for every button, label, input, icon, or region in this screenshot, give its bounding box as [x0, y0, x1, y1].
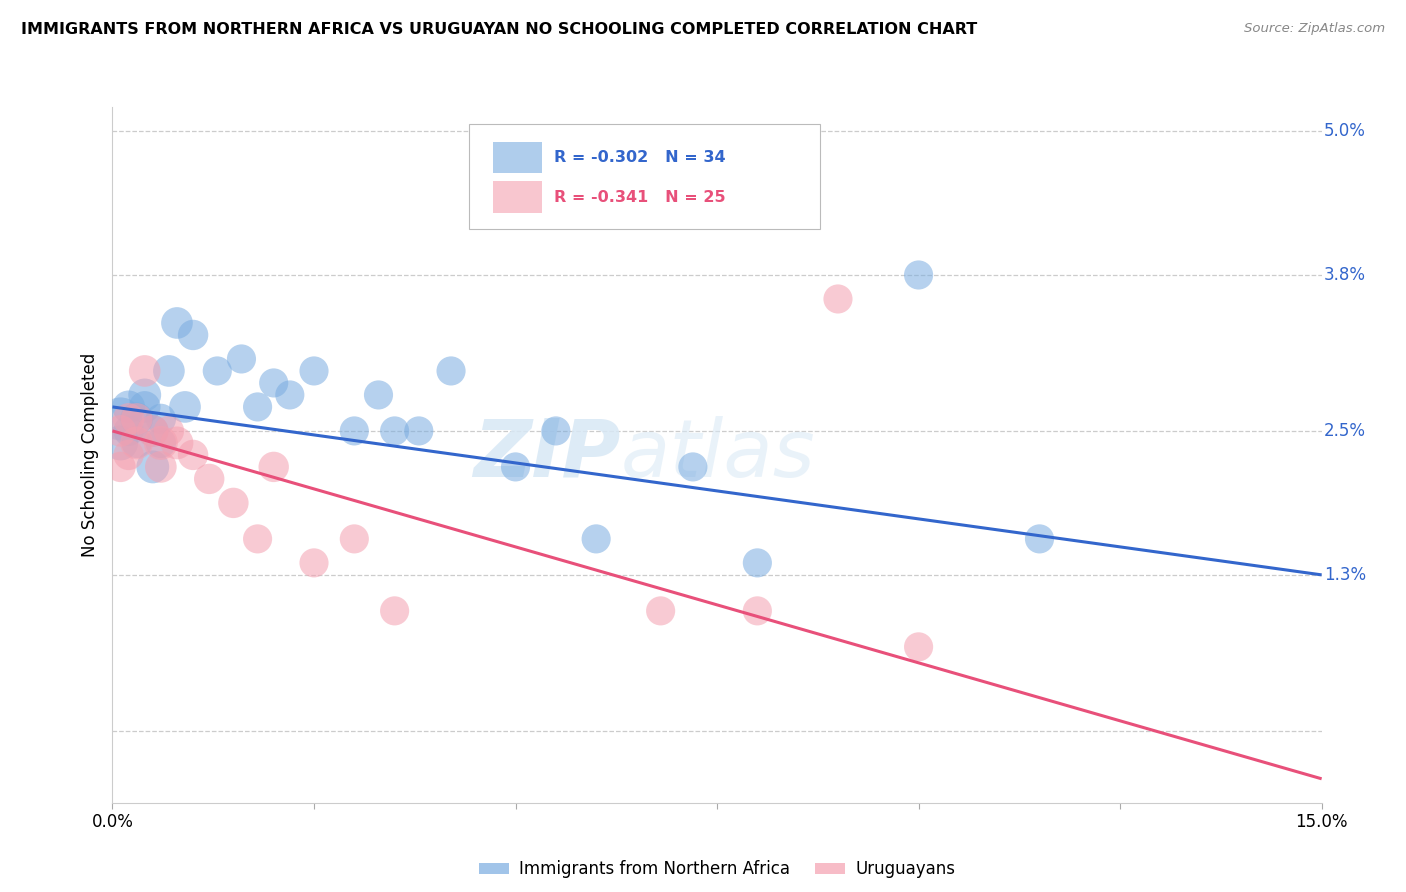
Point [263, 459, 285, 474]
FancyBboxPatch shape [470, 124, 820, 229]
Point [827, 292, 849, 306]
Text: atlas: atlas [620, 416, 815, 494]
Point [110, 412, 132, 426]
Point [110, 424, 132, 438]
Point [440, 364, 463, 378]
Point [125, 436, 148, 450]
Text: 5.0%: 5.0% [1324, 122, 1367, 140]
Point [246, 400, 269, 414]
Point [157, 424, 180, 438]
Point [166, 436, 188, 450]
Point [142, 424, 165, 438]
Point [384, 424, 406, 438]
Point [367, 388, 389, 402]
Point [207, 364, 229, 378]
Point [263, 376, 285, 390]
Point [117, 424, 139, 438]
Point [110, 436, 132, 450]
Point [149, 412, 172, 426]
Point [302, 556, 325, 570]
Point [117, 412, 139, 426]
Point [384, 604, 406, 618]
Legend: Immigrants from Northern Africa, Uruguayans: Immigrants from Northern Africa, Uruguay… [472, 854, 962, 885]
FancyBboxPatch shape [494, 142, 541, 173]
Point [408, 424, 430, 438]
Text: Source: ZipAtlas.com: Source: ZipAtlas.com [1244, 22, 1385, 36]
Point [505, 459, 527, 474]
Point [544, 424, 567, 438]
Point [747, 556, 769, 570]
Point [650, 604, 672, 618]
Text: IMMIGRANTS FROM NORTHERN AFRICA VS URUGUAYAN NO SCHOOLING COMPLETED CORRELATION : IMMIGRANTS FROM NORTHERN AFRICA VS URUGU… [21, 22, 977, 37]
Point [125, 412, 148, 426]
Point [149, 459, 172, 474]
Point [682, 459, 704, 474]
Point [1028, 532, 1050, 546]
Point [157, 364, 180, 378]
Point [149, 436, 172, 450]
Point [117, 448, 139, 462]
Text: 3.8%: 3.8% [1324, 266, 1367, 284]
Text: 2.5%: 2.5% [1324, 422, 1367, 440]
Point [117, 400, 139, 414]
Point [907, 640, 929, 654]
Point [134, 388, 156, 402]
Point [134, 400, 156, 414]
FancyBboxPatch shape [494, 181, 541, 213]
Point [142, 424, 165, 438]
Point [134, 364, 156, 378]
Point [142, 459, 165, 474]
Point [181, 448, 204, 462]
Point [125, 436, 148, 450]
Point [231, 351, 253, 366]
Point [110, 459, 132, 474]
Point [222, 496, 245, 510]
Point [278, 388, 301, 402]
Point [149, 436, 172, 450]
Text: R = -0.341   N = 25: R = -0.341 N = 25 [554, 190, 725, 205]
Point [246, 532, 269, 546]
Y-axis label: No Schooling Completed: No Schooling Completed [80, 353, 98, 557]
Point [343, 424, 366, 438]
Point [125, 412, 148, 426]
Point [907, 268, 929, 282]
Point [174, 400, 197, 414]
Point [343, 532, 366, 546]
Text: 1.3%: 1.3% [1324, 566, 1367, 584]
Point [585, 532, 607, 546]
Text: R = -0.302   N = 34: R = -0.302 N = 34 [554, 150, 725, 165]
Point [302, 364, 325, 378]
Point [181, 328, 204, 343]
Point [198, 472, 221, 486]
Point [747, 604, 769, 618]
Point [166, 316, 188, 330]
Text: ZIP: ZIP [472, 416, 620, 494]
Point [479, 196, 502, 211]
